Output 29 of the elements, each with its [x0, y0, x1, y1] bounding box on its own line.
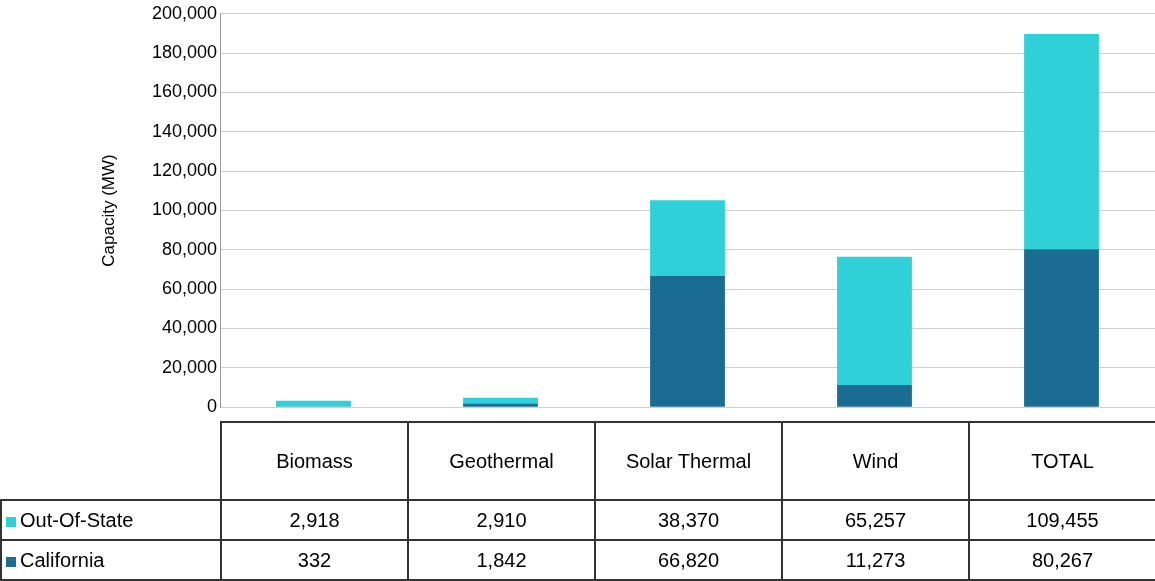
y-tick-label: 0 — [206, 396, 217, 417]
data-label: 1,842 — [408, 540, 595, 580]
y-tick-label: 200,000 — [151, 2, 217, 23]
y-tick-label: 160,000 — [151, 81, 217, 102]
y-tick-label: 40,000 — [161, 317, 217, 338]
legend-label: Out-Of-State — [1, 500, 221, 540]
data-label: 2,910 — [408, 500, 595, 540]
y-tick-label: 60,000 — [161, 278, 217, 299]
legend-label: California — [1, 540, 221, 580]
data-label: 109,455 — [969, 500, 1155, 540]
data-label: 11,273 — [782, 540, 969, 580]
y-tick-label: 120,000 — [151, 160, 217, 181]
data-label: 332 — [221, 540, 408, 580]
y-tick-label: 100,000 — [151, 199, 217, 220]
x-tick-label: Solar Thermal — [595, 422, 782, 500]
y-tick-label: 180,000 — [151, 42, 217, 63]
data-label: 2,918 — [221, 500, 408, 540]
y-tick-label: 80,000 — [161, 238, 217, 259]
data-label: 80,267 — [969, 540, 1155, 580]
x-tick-label: Wind — [782, 422, 969, 500]
data-label: 38,370 — [595, 500, 782, 540]
x-tick-label: Geothermal — [408, 422, 595, 500]
data-label: 65,257 — [782, 500, 969, 540]
data-label: 66,820 — [595, 540, 782, 580]
y-tick-label: 20,000 — [161, 356, 217, 377]
x-tick-label: TOTAL — [969, 422, 1155, 500]
y-tick-label: 140,000 — [151, 120, 217, 141]
y-axis-title: Capacity (MW) — [98, 154, 118, 267]
x-tick-label: Biomass — [221, 422, 408, 500]
